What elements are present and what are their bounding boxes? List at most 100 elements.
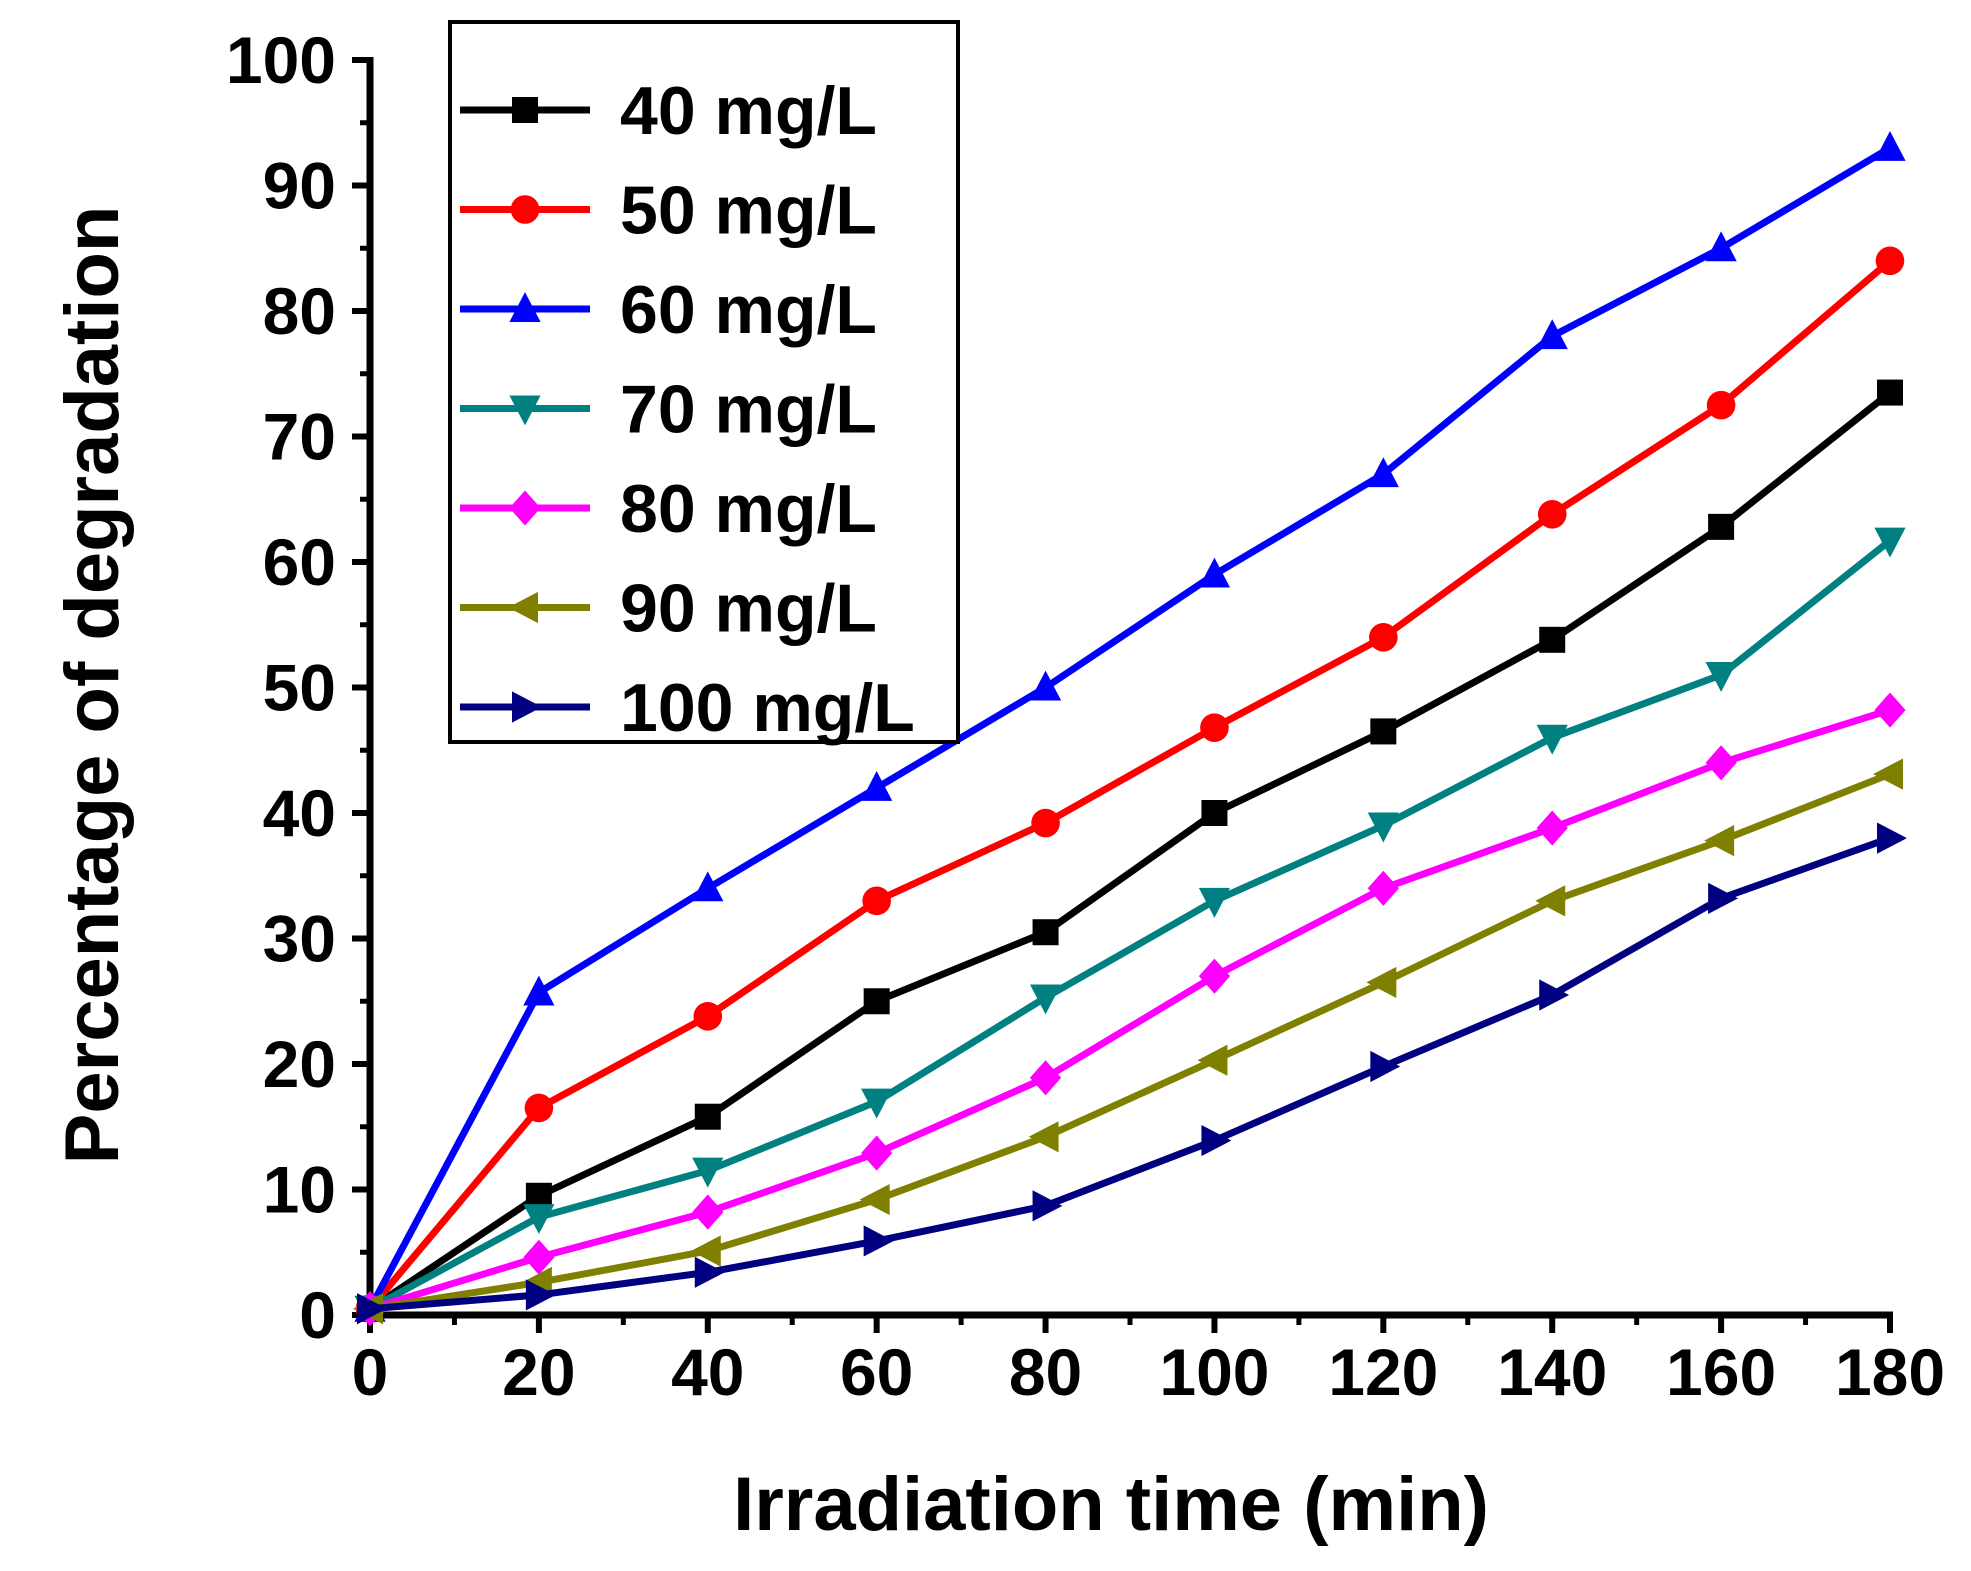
data-point [690, 1235, 721, 1267]
y-tick-label: 10 [263, 1153, 336, 1227]
data-point [1370, 718, 1397, 745]
series-line [366, 144, 1892, 1311]
data-point [1029, 1060, 1062, 1096]
legend-label: 50 mg/L [620, 173, 877, 249]
data-point [1873, 758, 1903, 790]
data-point [1539, 626, 1566, 653]
y-tick-label: 90 [263, 149, 336, 223]
legend-entry: 40 mg/L [460, 73, 877, 149]
y-tick-label: 80 [263, 274, 336, 348]
data-point [1198, 887, 1231, 918]
data-point [524, 1093, 554, 1123]
legend-entry: 50 mg/L [460, 173, 877, 249]
data-point [1877, 379, 1903, 406]
data-point [1874, 130, 1906, 161]
data-point [1028, 1121, 1059, 1153]
series-line [368, 389, 1893, 1312]
legend-marker [512, 97, 538, 123]
data-point [1201, 1124, 1232, 1157]
data-point [1367, 812, 1399, 843]
data-point [1875, 246, 1905, 276]
y-tick-label: 100 [226, 23, 336, 97]
y-tick-label: 20 [263, 1027, 336, 1101]
data-point [1877, 822, 1907, 854]
data-point [1536, 724, 1568, 755]
legend-marker [509, 292, 541, 322]
legend-marker [508, 591, 538, 624]
legend-box [448, 20, 960, 744]
y-tick-label: 30 [263, 902, 336, 976]
data-point [1029, 984, 1062, 1015]
data-point [863, 988, 890, 1015]
legend-marker [512, 691, 542, 723]
data-point [1367, 870, 1399, 906]
x-tick-label: 180 [1835, 1335, 1945, 1409]
legend-label: 40 mg/L [620, 73, 877, 149]
data-point [1029, 670, 1062, 701]
series-100-mg-l [357, 822, 1907, 1325]
data-point [1367, 457, 1399, 488]
series-line [368, 537, 1893, 1312]
data-point [1198, 958, 1231, 994]
x-tick-label: 160 [1666, 1335, 1776, 1409]
data-point [859, 1183, 890, 1216]
data-point [694, 1103, 721, 1130]
data-point [692, 1194, 724, 1230]
data-point [1537, 500, 1567, 529]
data-point [1370, 1050, 1401, 1083]
y-tick-label: 40 [263, 776, 336, 850]
data-point [1705, 661, 1737, 692]
axes-layer: 0 10 20 30 40 50 60 70 80 90 100 0 20 40 60 80 100 120 140… [226, 23, 1945, 1409]
x-tick-label: 120 [1328, 1335, 1438, 1409]
data-point [692, 871, 724, 902]
y-tick-label: 50 [263, 651, 336, 725]
x-tick-label: 100 [1159, 1335, 1269, 1409]
legend-label: 90 mg/L [620, 571, 877, 647]
data-point [1032, 919, 1059, 946]
data-point [1535, 885, 1566, 917]
y-tick-label: 60 [263, 525, 336, 599]
data-point [1197, 1044, 1228, 1076]
data-point [693, 1002, 723, 1031]
data-point [1708, 882, 1739, 914]
legend-entry: 80 mg/L [460, 471, 877, 547]
data-point [1201, 800, 1228, 826]
data-point [861, 1135, 893, 1171]
data-point [1705, 231, 1737, 262]
data-point [861, 771, 893, 801]
data-point [523, 1239, 555, 1275]
y-tick-label: 0 [299, 1278, 336, 1352]
data-point [1369, 623, 1398, 652]
data-point [525, 1279, 556, 1311]
data-point [1032, 1190, 1063, 1222]
data-point [523, 975, 555, 1006]
x-tick-label: 20 [502, 1335, 575, 1409]
data-point [1536, 319, 1568, 350]
data-point [1874, 692, 1906, 728]
series-line [368, 706, 1892, 1313]
data-point [1705, 745, 1737, 781]
series-60-mg-l [354, 130, 1906, 1322]
legend-entry: 90 mg/L [460, 571, 877, 647]
y-axis-title: Percentage of degradation [50, 206, 135, 1165]
series-line [369, 770, 1892, 1313]
data-point [862, 886, 891, 916]
data-point [1031, 808, 1060, 838]
legend-marker [510, 195, 540, 224]
y-tick-label: 70 [263, 400, 336, 474]
legend-entry: 100 mg/L [460, 670, 915, 746]
data-point [1706, 390, 1736, 420]
legend-entry: 70 mg/L [460, 372, 877, 448]
x-tick-label: 40 [671, 1335, 744, 1409]
series-90-mg-l [353, 758, 1903, 1325]
data-point [523, 1204, 555, 1235]
series-line [369, 834, 1892, 1313]
data-point [1704, 825, 1735, 857]
legend-label: 100 mg/L [620, 670, 915, 746]
series-80-mg-l [354, 692, 1906, 1327]
legend-label: 70 mg/L [620, 372, 877, 448]
x-tick-label: 80 [1009, 1335, 1082, 1409]
x-tick-label: 0 [352, 1335, 389, 1409]
